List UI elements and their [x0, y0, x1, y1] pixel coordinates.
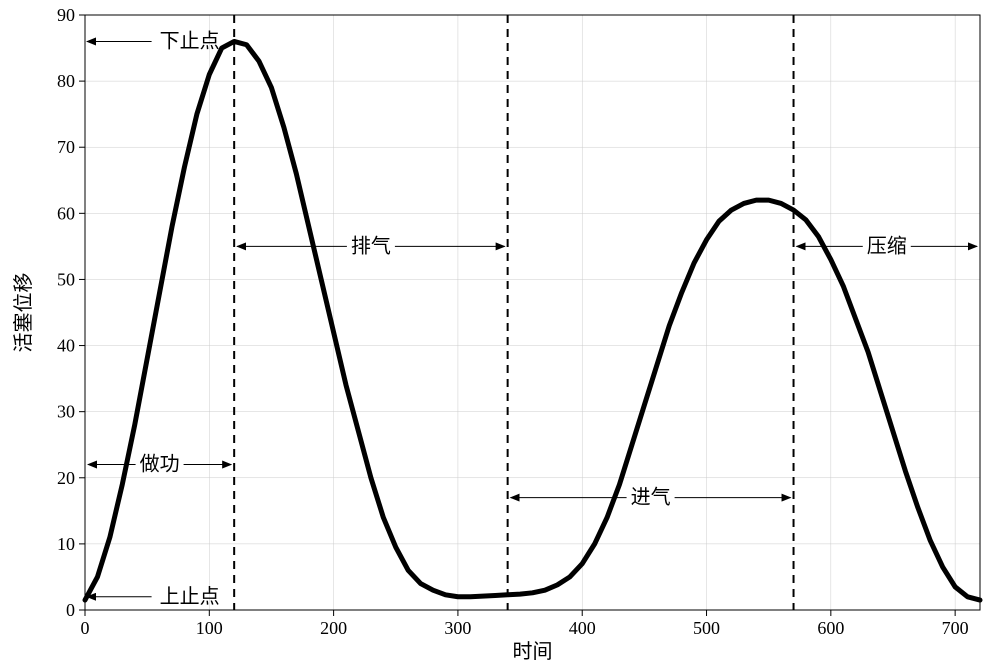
x-axis-label: 时间 [513, 640, 553, 663]
ytick-label: 90 [57, 5, 75, 25]
phase-label: 进气 [631, 486, 671, 509]
xtick-label: 600 [817, 618, 844, 638]
ytick-label: 20 [57, 468, 75, 488]
xtick-label: 100 [196, 618, 223, 638]
y-axis-label: 活塞位移 [12, 273, 35, 353]
displacement-curve [85, 41, 980, 600]
phase-label: 压缩 [867, 234, 907, 257]
ytick-label: 30 [57, 402, 75, 422]
ytick-label: 10 [57, 534, 75, 554]
plot-border [85, 15, 980, 610]
piston-displacement-chart: 0 100 200 300 400 500 600 700 0 10 20 30 40 50 60 70 80 9… [0, 0, 1000, 672]
annotation-label: 上止点 [160, 585, 220, 608]
xtick-label: 300 [444, 618, 471, 638]
ytick-label: 0 [66, 600, 75, 620]
xtick-label: 400 [569, 618, 596, 638]
ytick-label: 50 [57, 269, 75, 289]
xtick-label: 200 [320, 618, 347, 638]
phase-label: 做功 [140, 453, 180, 476]
xtick-label: 500 [693, 618, 720, 638]
chart-svg: 0 100 200 300 400 500 600 700 0 10 20 30 40 50 60 70 80 9… [0, 0, 1000, 672]
ytick-label: 60 [57, 203, 75, 223]
ytick-label: 80 [57, 71, 75, 91]
ytick-label: 40 [57, 336, 75, 356]
xtick-label: 0 [81, 618, 90, 638]
phase-label: 排气 [351, 234, 391, 257]
annotation-label: 下止点 [160, 29, 220, 52]
ytick-label: 70 [57, 137, 75, 157]
xtick-label: 700 [942, 618, 969, 638]
